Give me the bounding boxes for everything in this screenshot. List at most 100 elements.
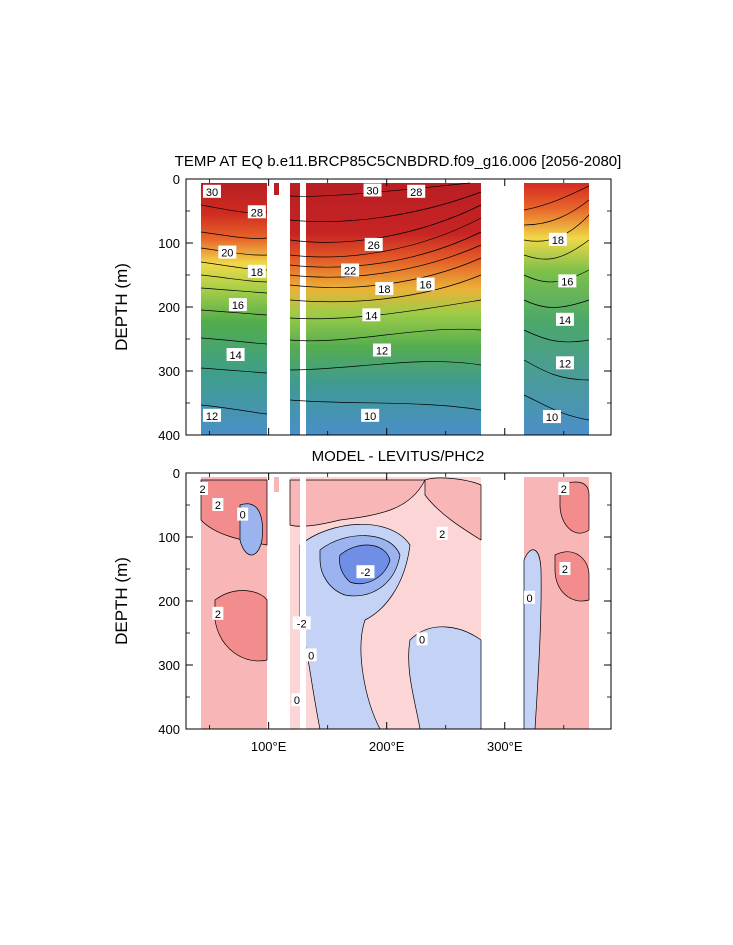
contour-label-top-3: 18 [251,267,263,279]
contour-label-bg-bottom-9 [291,693,303,707]
x-tick-label-1: 200°E [369,739,405,754]
field-central [290,183,481,435]
diff-strip [274,477,279,492]
contour-label-bg-top-14 [372,343,391,357]
contour-label-top-17: 16 [561,276,573,288]
contour-label-bg-top-3 [247,264,266,278]
field-strip [274,183,279,195]
contour-label-bottom-11: 2 [562,564,568,576]
contour-label-top-15: 10 [364,411,376,423]
contour-label-bg-top-7 [363,183,382,197]
contour-label-bg-top-12 [416,277,435,291]
difference-panel: MODEL - LEVITUS/PHC2 DEPTH (m) 2202-22-2… [112,448,612,754]
contour-label-bg-top-1 [247,205,266,219]
contour-labels-top: 30 28 20 18 16 14 12 30 28 26 22 18 16 14 12 10 18 16 14 12… [202,183,577,424]
y-tick-label-bottom-3: 300 [158,658,180,673]
y-tick-label-bottom-2: 200 [158,594,180,609]
x-ticks-top [209,179,565,435]
contour-label-bg-top-18 [555,312,574,326]
contour-label-bottom-4: -2 [361,567,371,579]
contour-label-bg-bottom-11 [559,562,571,575]
contour-label-bg-top-15 [361,408,380,422]
contour-label-top-18: 14 [559,315,571,327]
contour-label-bg-bottom-2 [237,507,249,521]
contour-label-bg-top-10 [341,263,360,277]
contour-label-bg-top-4 [228,298,247,312]
contour-label-bottom-3: 2 [439,529,445,541]
y-axis-label-bottom: DEPTH (m) [112,557,131,645]
contour-label-top-9: 26 [368,240,380,252]
contour-label-bottom-10: 2 [561,484,567,496]
contour-label-top-6: 12 [206,411,218,423]
contour-label-bg-bottom-4 [356,565,375,579]
contour-label-bg-top-13 [362,308,381,322]
contour-label-bg-top-9 [364,237,383,251]
contour-label-top-7: 30 [366,186,378,198]
contour-label-top-12: 16 [420,280,432,292]
temperature-panel: TEMP AT EQ b.e11.BRCP85C5CNBDRD.f09_g16.… [112,153,621,443]
contour-label-bg-bottom-7 [305,648,317,662]
field-east [524,183,589,435]
contour-label-top-11: 18 [378,284,390,296]
contour-label-bg-bottom-10 [558,482,570,495]
y-ticks-top: 0 100 200 300 400 [158,172,611,443]
contour-label-bottom-12: 0 [526,593,532,605]
contour-label-bg-top-11 [375,282,394,296]
panel-title-difference: MODEL - LEVITUS/PHC2 [312,448,485,465]
diff-neg-strong [339,544,391,584]
contour-label-bg-bottom-0 [197,482,209,495]
diff-pos-patch-2 [214,590,268,662]
contour-label-bg-top-20 [542,410,561,424]
contour-label-top-14: 12 [376,346,388,358]
contour-label-bg-bottom-5 [212,606,224,620]
contour-label-bottom-5: 2 [215,609,221,621]
island-gap-bottom [300,477,306,729]
contour-label-bg-top-19 [555,356,574,370]
x-ticks-bottom: 100°E 200°E 300°E [209,473,565,754]
x-tick-label-2: 300°E [487,739,523,754]
contour-label-top-0: 30 [206,187,218,199]
contour-label-top-2: 20 [221,248,233,260]
contour-label-bg-top-2 [218,245,237,259]
temperature-field: 30 28 20 18 16 14 12 30 28 26 22 18 16 14 12 10 18 16 14 12… [200,182,590,435]
contour-label-bottom-0: 2 [199,484,205,496]
y-tick-label-top-1: 100 [158,236,180,251]
contour-label-bg-bottom-1 [212,498,224,511]
contour-label-top-19: 12 [559,358,571,370]
x-tick-label-0: 100°E [251,739,287,754]
contour-label-bg-top-6 [202,408,221,422]
contour-label-bg-bottom-3 [436,526,448,540]
diff-pos-patch-3 [424,477,482,541]
contour-label-top-8: 28 [410,187,422,199]
contour-label-top-10: 22 [344,266,356,278]
contour-label-bg-top-16 [548,232,567,246]
contour-label-bg-top-17 [558,274,577,288]
panel-title-temperature: TEMP AT EQ b.e11.BRCP85C5CNBDRD.f09_g16.… [175,153,622,170]
contour-label-bg-bottom-6 [292,616,311,630]
island-gap [300,183,306,435]
diff-neg-weak-east [408,626,482,729]
contour-label-top-5: 14 [229,350,241,362]
contour-label-top-20: 10 [546,412,558,424]
y-tick-label-bottom-1: 100 [158,530,180,545]
contour-label-top-16: 18 [552,235,564,247]
contour-label-bg-top-8 [407,184,426,198]
contour-label-bottom-1: 2 [215,500,221,512]
contour-label-bottom-7: 0 [308,650,314,662]
contour-label-bottom-9: 0 [294,695,300,707]
contour-label-top-13: 14 [365,310,377,322]
contour-label-top-4: 16 [232,300,244,312]
y-tick-label-top-4: 400 [158,428,180,443]
contour-label-bg-top-5 [226,348,245,361]
y-tick-label-bottom-4: 400 [158,722,180,737]
contour-label-bottom-2: 0 [240,510,246,522]
contour-label-top-1: 28 [251,207,263,219]
contour-label-bg-bottom-8 [416,632,428,646]
contour-label-bottom-8: 0 [419,634,425,646]
y-axis-label-top: DEPTH (m) [112,263,131,351]
contour-label-bg-bottom-12 [524,590,536,604]
